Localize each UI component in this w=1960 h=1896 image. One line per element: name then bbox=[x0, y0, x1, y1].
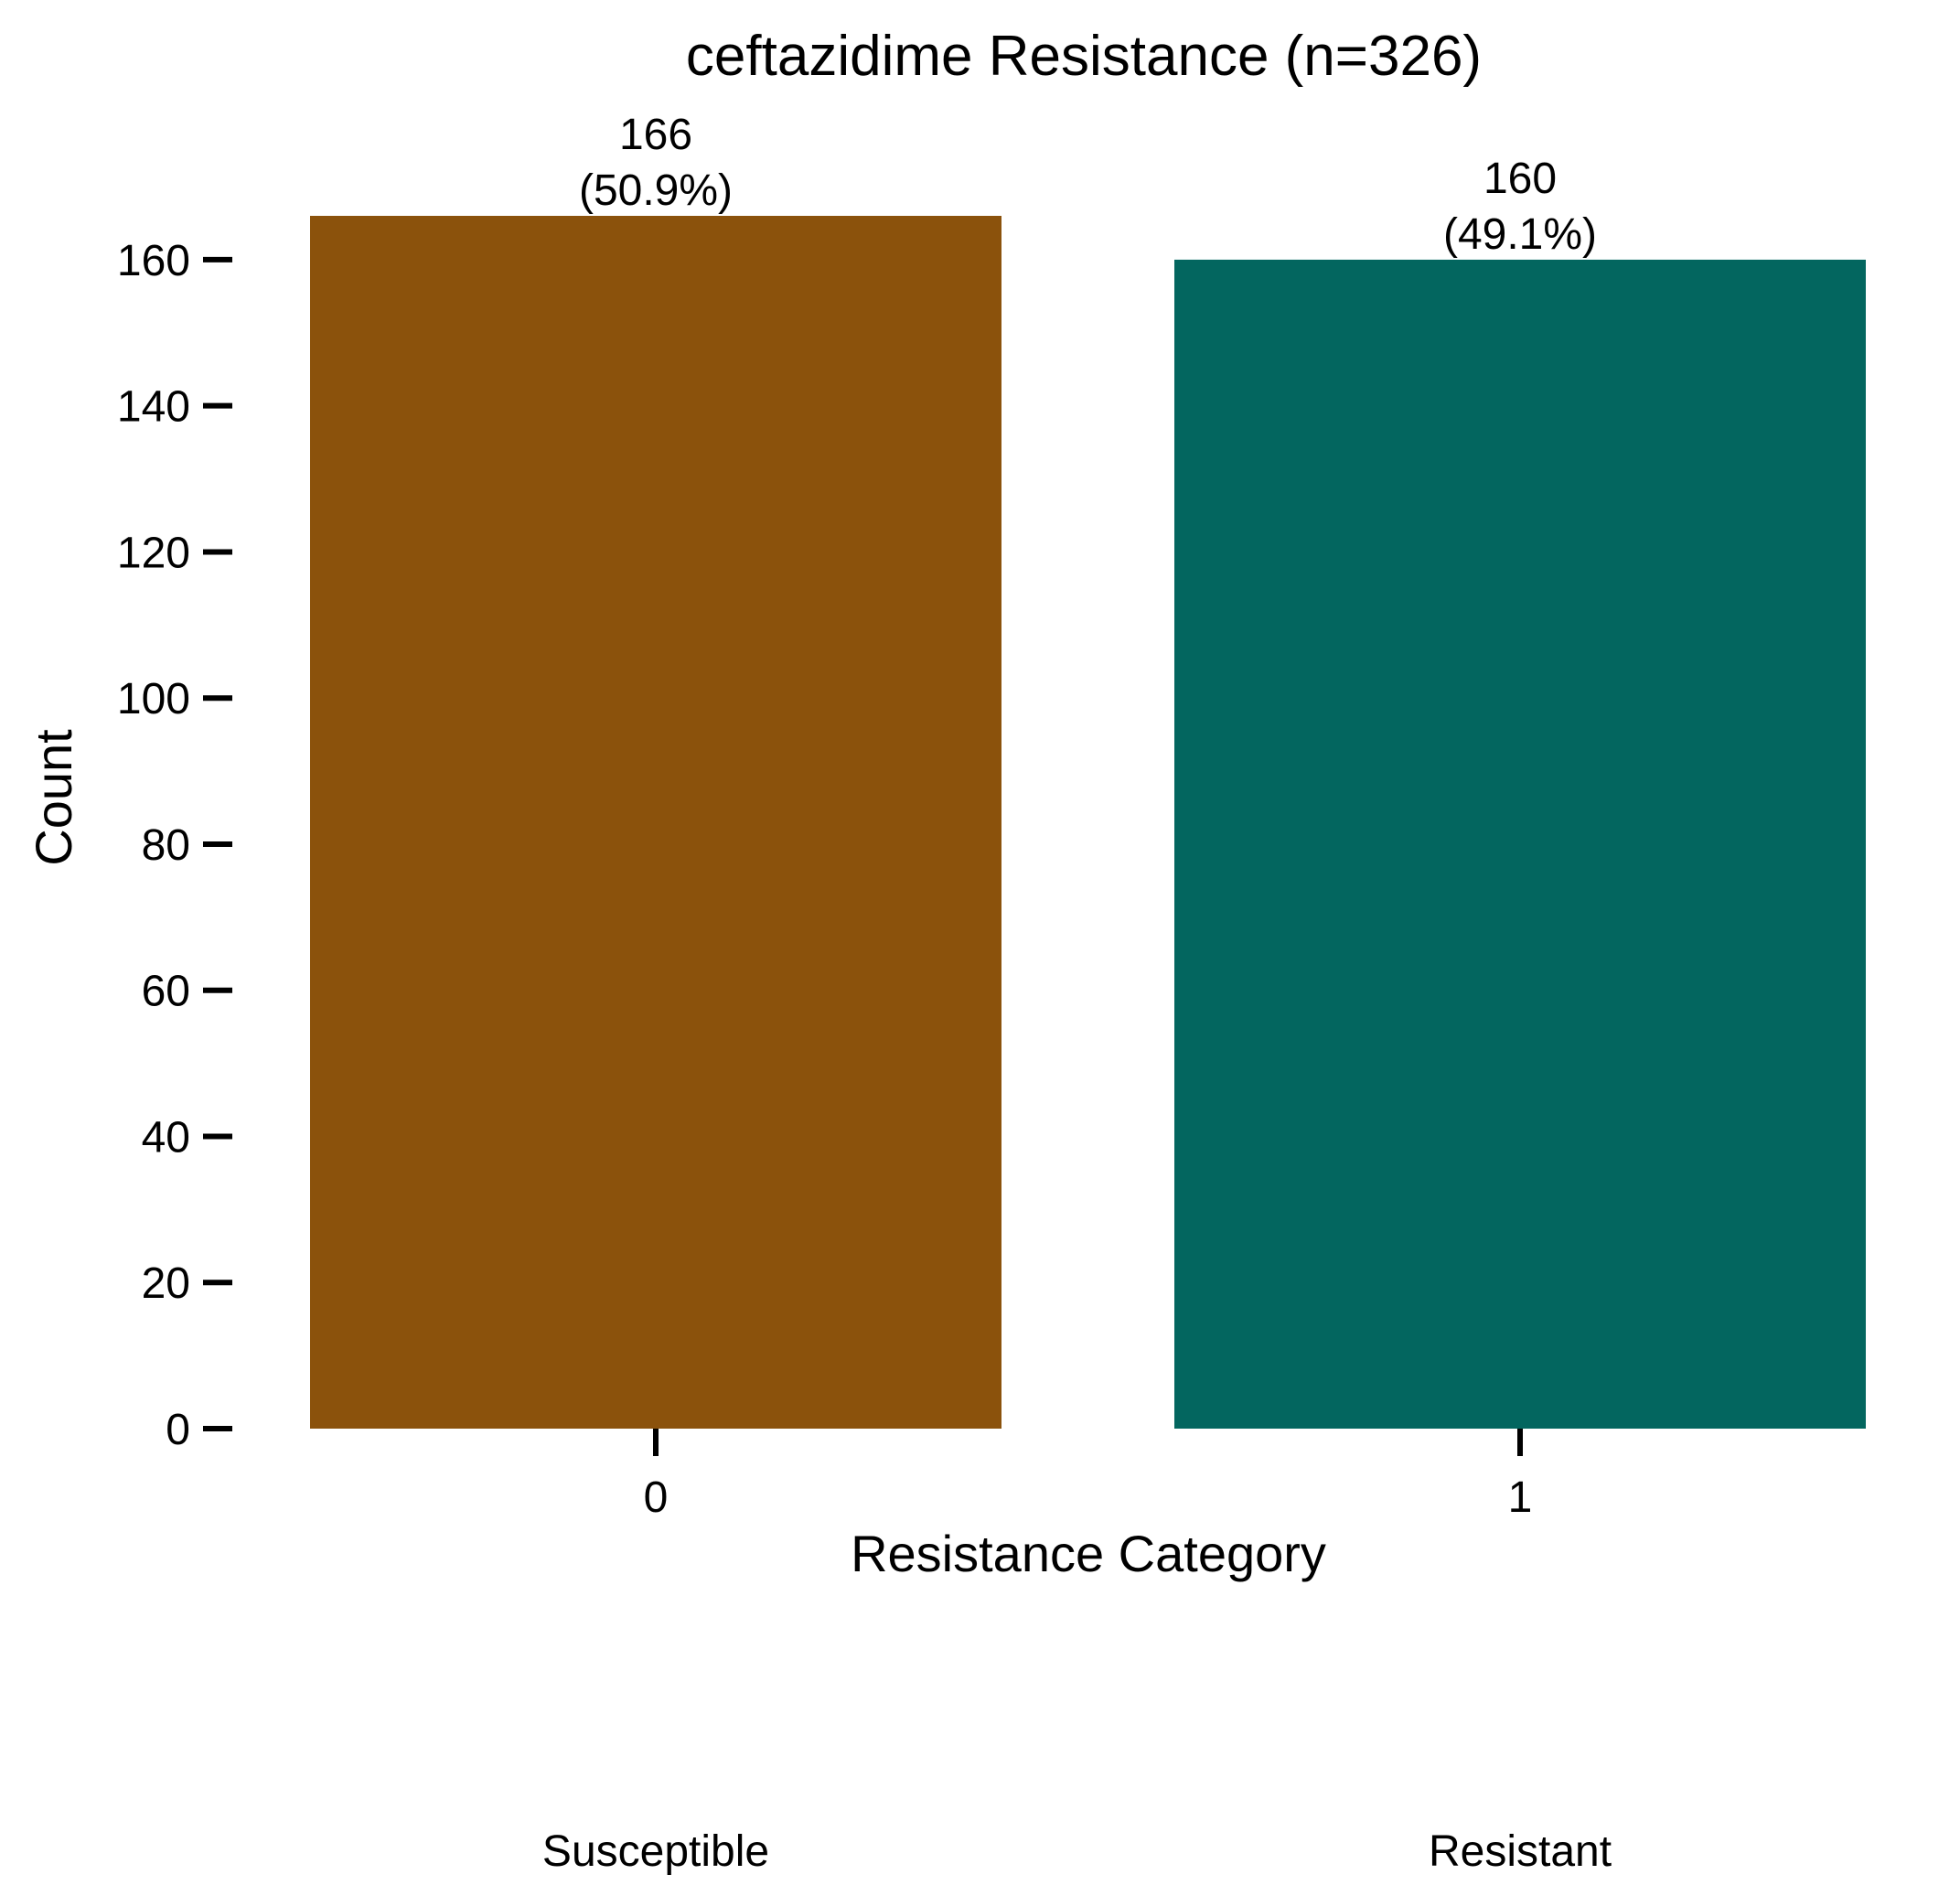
y-tick-label: 160 bbox=[117, 237, 190, 285]
y-tick-label: 140 bbox=[117, 383, 190, 432]
data-label-percent: (49.1%) bbox=[1443, 210, 1597, 259]
y-tick-label: 0 bbox=[166, 1406, 190, 1454]
chart-title: ceftazidime Resistance (n=326) bbox=[686, 25, 1482, 88]
y-axis-label: Count bbox=[25, 729, 82, 866]
bar-resistant bbox=[1174, 259, 1866, 1429]
x-tick-label: 0 bbox=[644, 1473, 669, 1522]
category-description: Resistant bbox=[1429, 1827, 1612, 1876]
data-label-count: 160 bbox=[1483, 155, 1557, 203]
y-tick-label: 80 bbox=[142, 821, 190, 870]
x-axis-label: Resistance Category bbox=[851, 1525, 1326, 1582]
x-tick-label: 1 bbox=[1508, 1473, 1533, 1522]
data-label-count: 166 bbox=[619, 111, 692, 159]
bar-susceptible bbox=[310, 216, 1001, 1429]
y-tick-label: 100 bbox=[117, 675, 190, 723]
y-tick-label: 120 bbox=[117, 529, 190, 577]
y-tick-label: 20 bbox=[142, 1259, 190, 1308]
plot-area: 0 20 40 60 80 100 120 140 160 0 166 (50.9%) Suscepti… bbox=[117, 111, 1866, 1876]
data-label-percent: (50.9%) bbox=[579, 166, 733, 215]
y-tick-label: 60 bbox=[142, 968, 190, 1016]
y-tick-label: 40 bbox=[142, 1113, 190, 1162]
category-description: Susceptible bbox=[542, 1827, 769, 1876]
